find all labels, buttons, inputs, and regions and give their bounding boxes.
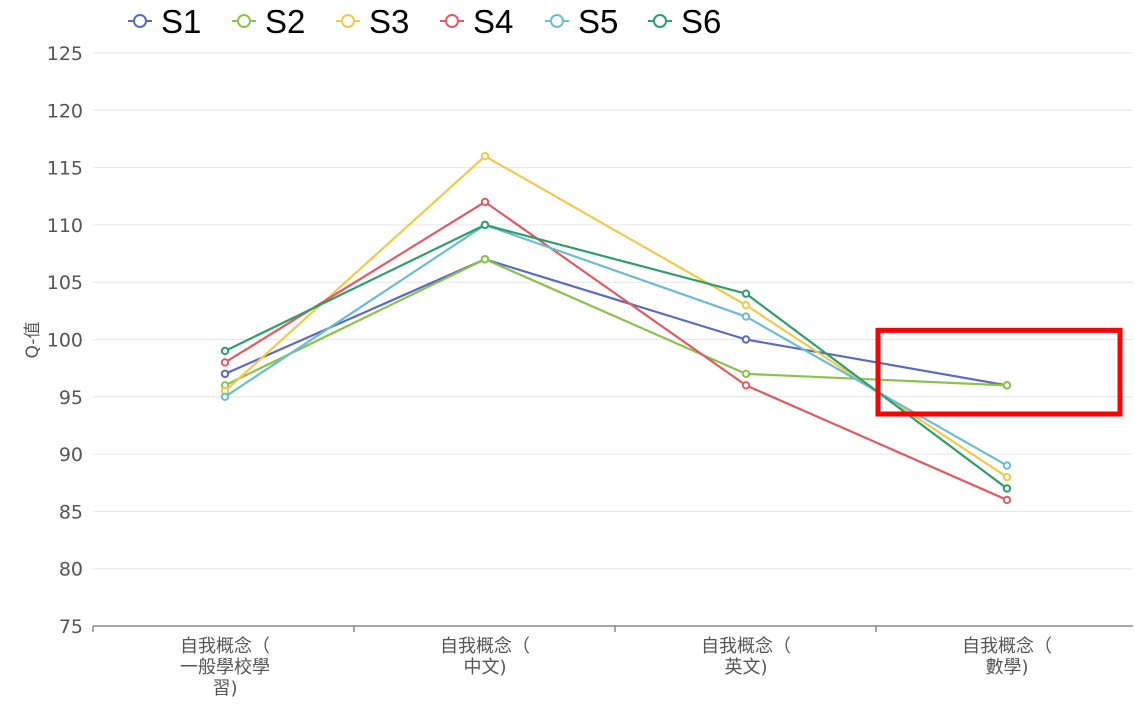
data-point-s1 [741,335,751,344]
data-point-s3 [480,151,490,161]
legend-marker [653,14,667,28]
axes: 7580859095100105110115120125自我概念（一般學校學習)… [23,43,1133,699]
series-line-s4 [224,200,1008,501]
legend-label: S5 [578,3,618,40]
y-tick-label: 105 [47,272,83,294]
data-point-s6 [220,346,230,356]
data-point-s4 [741,381,751,390]
legend-label: S1 [161,3,201,40]
y-tick-label: 110 [47,215,83,237]
x-category-label: 自我概念（數學) [962,635,1052,678]
data-point-s5 [220,392,230,401]
legend-marker [341,14,355,28]
x-category-label: 自我概念（一般學校學習) [180,635,270,699]
grid [93,52,1133,570]
legend-label: S2 [265,3,305,40]
data-point-s1 [220,369,230,379]
x-category-label: 自我概念（中文) [440,635,530,678]
y-tick-label: 75 [59,616,83,638]
annotations [875,327,1123,417]
legend-item-s3[interactable]: S3 [336,3,409,40]
legend-item-s2[interactable]: S2 [232,3,305,40]
data-point-s3 [1002,472,1012,482]
x-category-label-line: 習) [212,678,237,699]
legend-marker [445,14,459,28]
legend[interactable]: S1 S2 S3 S4 S5 S6 [128,3,721,40]
y-axis-label: Q-值 [23,322,43,359]
y-tick-label: 125 [47,43,83,65]
legend-marker [550,14,564,28]
data-point-s6 [480,220,490,230]
series-line-s1 [224,258,1008,387]
x-category-label: 自我概念（英文) [701,635,791,678]
y-tick-label: 100 [47,330,83,352]
x-category-label-line: 一般學校學 [180,657,270,678]
data-point-s2 [741,369,751,379]
data-point-s5 [1002,461,1012,470]
data-point-s2 [1002,381,1012,390]
data-point-s4 [220,358,230,367]
data-point-s4 [1002,495,1012,505]
y-tick-label: 115 [47,158,83,180]
data-point-s6 [1002,484,1012,493]
series-line-s5 [224,223,1008,467]
legend-item-s5[interactable]: S5 [545,3,618,40]
data-point-s3 [741,300,751,310]
x-category-label-line: 自我概念（ [180,635,270,657]
x-category-label-line: 英文) [724,657,767,678]
y-tick-label: 95 [59,387,83,409]
legend-label: S6 [681,3,721,40]
data-point-s6 [741,289,751,298]
legend-marker [237,14,251,28]
x-category-label-line: 數學) [985,657,1028,678]
legend-item-s1[interactable]: S1 [128,3,201,40]
highlight-box [875,327,1123,417]
y-tick-label: 80 [59,559,83,581]
x-category-label-line: 中文) [463,657,506,678]
legend-item-s6[interactable]: S6 [648,3,721,40]
data-point-s4 [480,197,490,207]
data-point-s5 [741,312,751,321]
data-point-s2 [480,255,490,264]
x-category-label-line: 自我概念（ [962,635,1052,657]
legend-label: S3 [369,3,409,40]
legend-marker [133,14,147,28]
legend-item-s4[interactable]: S4 [440,3,513,40]
y-tick-label: 120 [47,100,83,122]
legend-label: S4 [473,3,513,40]
x-category-label-line: 自我概念（ [440,635,530,657]
y-tick-label: 85 [59,501,83,523]
y-tick-label: 90 [59,444,83,466]
x-category-label-line: 自我概念（ [701,635,791,657]
